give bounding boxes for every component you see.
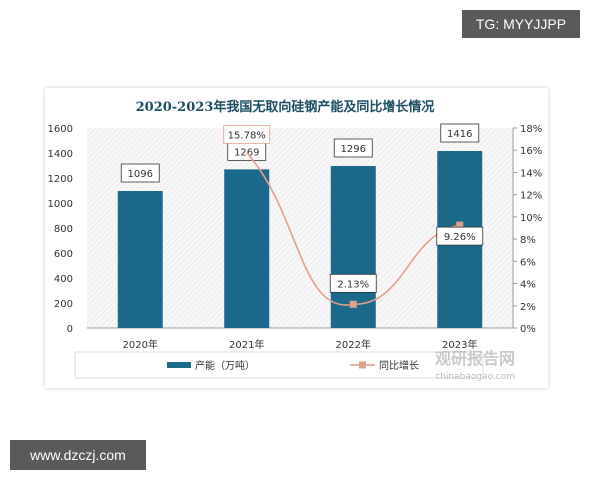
legend-bar-label: 产能（万吨） [195, 359, 255, 372]
y-left-tick-label: 1600 [48, 124, 73, 135]
legend-line-label: 同比增长 [379, 359, 419, 372]
tg-label: TG: MYYJJPP [462, 10, 580, 38]
watermark-url: chinabaogao.com [435, 372, 515, 382]
y-right-tick-label: 12% [520, 191, 542, 202]
bar-data-label: 1416 [447, 129, 472, 140]
y-left-tick-label: 1200 [48, 174, 73, 185]
legend-bar-swatch [167, 362, 191, 368]
growth-marker [349, 300, 357, 309]
y-right-tick-label: 2% [520, 302, 536, 313]
watermark-brand: 观研报告网 [435, 349, 515, 368]
y-right-tick-label: 4% [520, 280, 536, 291]
bar-label-box [333, 138, 373, 158]
y-right-tick-label: 14% [520, 168, 542, 179]
legend-line-marker [359, 361, 366, 369]
y-left-tick-label: 800 [54, 224, 73, 235]
growth-label-box [329, 273, 377, 293]
y-left-tick-label: 1400 [48, 149, 73, 160]
x-tick-label: 2023年 [442, 338, 477, 351]
y-left-tick-label: 200 [54, 299, 73, 310]
x-tick-label: 2021年 [229, 338, 264, 351]
chart-title: 2020-2023年我国无取向硅钢产能及同比增长情况 [136, 99, 435, 115]
bar-data-label: 1296 [341, 144, 366, 155]
bar [117, 191, 163, 328]
y-right-tick-label: 16% [520, 146, 542, 157]
bar-label-box [120, 163, 160, 183]
y-left-tick-label: 0 [67, 324, 73, 335]
growth-data-label: 9.26% [444, 232, 476, 243]
x-tick-label: 2020年 [123, 338, 158, 351]
chart-panel: 2020-2023年我国无取向硅钢产能及同比增长情况 0 200 400 600 800… [45, 88, 548, 388]
chart: 2020-2023年我国无取向硅钢产能及同比增长情况 0 200 400 600 800… [48, 99, 543, 382]
y-right-tick-label: 6% [520, 257, 536, 268]
bar-label-box [440, 123, 480, 143]
y-right-tick-label: 18% [520, 124, 542, 135]
growth-label-box [436, 226, 484, 246]
bar-data-label: 1096 [128, 169, 153, 180]
legend [74, 351, 484, 379]
growth-data-label: 15.78% [228, 130, 266, 141]
y-left-tick-label: 400 [54, 274, 73, 285]
site-label: www.dzczj.com [10, 440, 146, 470]
y-right-tick-label: 10% [520, 213, 542, 224]
y-right-tick-label: 8% [520, 235, 536, 246]
y-left-tick-label: 600 [54, 249, 73, 260]
bar [224, 169, 270, 328]
growth-label-box [223, 124, 271, 144]
y-left-tick-label: 1000 [48, 199, 73, 210]
growth-data-label: 2.13% [337, 279, 369, 290]
y-right-tick-label: 0% [520, 324, 536, 335]
x-tick-label: 2022年 [336, 338, 371, 351]
